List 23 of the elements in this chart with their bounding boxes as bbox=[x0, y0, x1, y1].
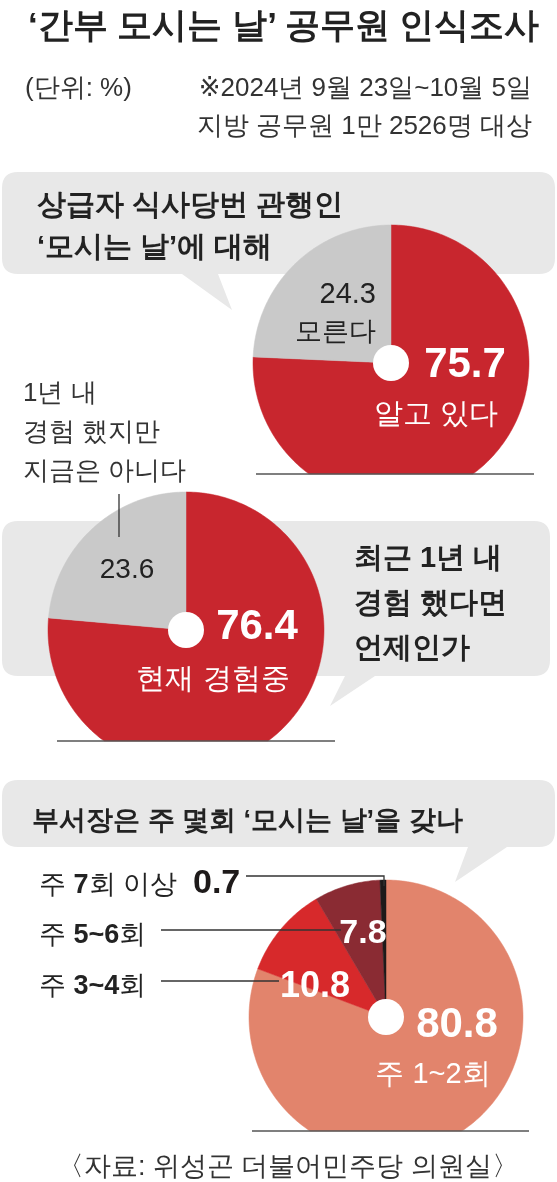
slice-label: 주 3~4회 bbox=[39, 970, 147, 1000]
chart-title: 부서장은 주 몇회 ‘모시는 날’을 갖나 bbox=[32, 805, 463, 835]
text: (단위: %) bbox=[25, 72, 132, 102]
data-label: 24.3 bbox=[319, 277, 376, 309]
slice-label: 주 7회 이상 bbox=[39, 869, 178, 899]
text: 〈자료: 위성곤 더불어민주당 의원실〉 bbox=[56, 1151, 520, 1181]
text: 최근 1년 내 경험 했다면 언제인가 bbox=[354, 541, 508, 663]
slice-label: 주 5~6회 bbox=[39, 919, 147, 949]
text: ※2024년 9월 23일~10월 5일 지방 공무원 1만 2526명 대상 bbox=[196, 72, 532, 140]
data-label: 0.7 bbox=[193, 862, 241, 900]
data-label: 80.8 bbox=[416, 999, 498, 1046]
slice-label: 모른다 bbox=[295, 316, 376, 346]
data-label: 7.8 bbox=[339, 912, 387, 950]
chart-subtitle: 상급자 식사당번 관행인 ‘모시는 날’에 대해 bbox=[37, 188, 344, 262]
slice-label: 1년 내 경험 했지만 지금은 아니다 bbox=[23, 377, 187, 485]
data-label: 23.6 bbox=[99, 553, 155, 584]
slice-label: 현재 경험중 bbox=[136, 662, 290, 694]
slice-label: 알고 있다 bbox=[373, 397, 499, 429]
chart-title: ‘간부 모시는 날’ 공무원 인식조사 bbox=[28, 5, 540, 44]
slice-label: 주 1~2회 bbox=[375, 1057, 491, 1089]
data-label: 10.8 bbox=[279, 964, 351, 1005]
data-label: 75.7 bbox=[424, 339, 506, 386]
data-label: 76.4 bbox=[216, 601, 299, 648]
